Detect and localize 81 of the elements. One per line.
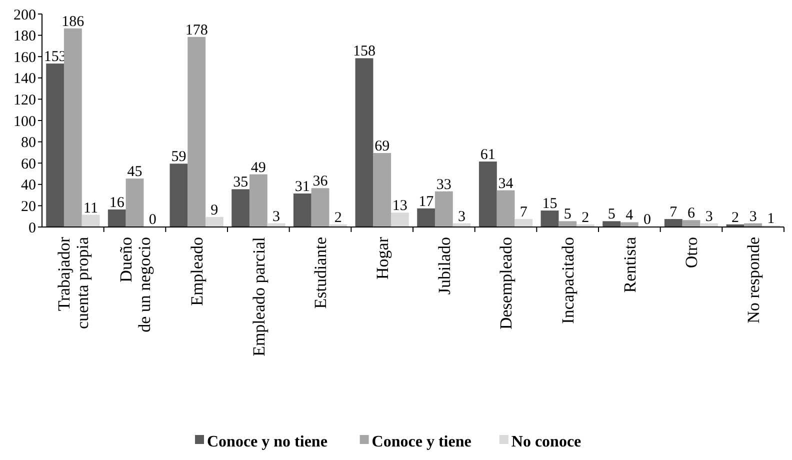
y-tick-label: 120 bbox=[14, 92, 36, 108]
data-label: 5 bbox=[564, 206, 572, 223]
data-label: 158 bbox=[352, 44, 376, 60]
bar bbox=[540, 210, 559, 228]
data-label: 2 bbox=[731, 210, 739, 226]
bar bbox=[664, 219, 682, 228]
bar bbox=[188, 36, 206, 228]
bar bbox=[46, 64, 64, 228]
y-tick-label: 20 bbox=[21, 198, 36, 215]
y-tick-label: 140 bbox=[14, 71, 36, 88]
legend-label: Conoce y no tiene bbox=[207, 434, 328, 451]
x-tick-label: Estudiante bbox=[311, 237, 330, 309]
y-tick-label: 80 bbox=[21, 135, 36, 152]
bar bbox=[434, 191, 453, 228]
bar bbox=[205, 216, 224, 228]
x-tick-label: Empleado bbox=[188, 237, 207, 306]
x-tick-label: Trabajador cuenta propia bbox=[54, 236, 92, 330]
data-label: 15 bbox=[542, 196, 558, 212]
bar bbox=[64, 28, 82, 228]
data-label: 11 bbox=[84, 200, 98, 216]
bar bbox=[249, 174, 268, 228]
x-tick-label: Desempleado bbox=[496, 237, 516, 330]
data-label: 49 bbox=[250, 160, 266, 176]
data-label: 0 bbox=[644, 212, 652, 228]
data-label: 2 bbox=[582, 210, 590, 226]
x-tick-label: Otro bbox=[682, 237, 702, 268]
y-tick-label: 200 bbox=[14, 7, 36, 24]
y-tick-label: 180 bbox=[14, 28, 36, 45]
data-label: 6 bbox=[688, 206, 696, 222]
x-tick-label: Rentista bbox=[620, 236, 640, 293]
data-label: 16 bbox=[109, 194, 125, 211]
data-label: 17 bbox=[418, 194, 434, 210]
data-label: 4 bbox=[626, 208, 634, 224]
y-tick-label: 60 bbox=[21, 156, 36, 172]
x-tick-label: Jubilado bbox=[434, 237, 454, 295]
bar bbox=[417, 208, 436, 228]
legend-label: Conoce y tiene bbox=[372, 434, 472, 451]
bar bbox=[390, 212, 409, 228]
legend-label: No conoce bbox=[511, 434, 582, 451]
data-label: 7 bbox=[670, 204, 678, 221]
x-tick-label: Incapacitado bbox=[558, 237, 578, 324]
data-label: 33 bbox=[436, 176, 452, 193]
y-tick-label: 160 bbox=[14, 50, 36, 66]
data-label: 3 bbox=[272, 208, 280, 225]
bar bbox=[355, 58, 374, 228]
data-label: 13 bbox=[392, 198, 408, 214]
data-label: 3 bbox=[458, 208, 466, 225]
bar bbox=[293, 193, 312, 228]
data-label: 61 bbox=[480, 147, 496, 164]
y-tick-label: 100 bbox=[14, 114, 36, 130]
data-label: 178 bbox=[185, 22, 208, 38]
data-label: 7 bbox=[520, 204, 528, 221]
y-tick-label: 0 bbox=[28, 220, 36, 236]
bar bbox=[478, 162, 497, 228]
data-label: 34 bbox=[498, 176, 514, 192]
data-label: 36 bbox=[312, 174, 328, 190]
y-tick-label: 40 bbox=[21, 178, 36, 194]
bar bbox=[126, 178, 144, 228]
data-label: 3 bbox=[749, 208, 757, 225]
data-label: 31 bbox=[294, 178, 310, 195]
data-label: 69 bbox=[374, 138, 390, 155]
data-label: 35 bbox=[233, 174, 248, 191]
bar bbox=[170, 164, 188, 228]
data-label: 5 bbox=[608, 206, 616, 223]
x-tick-label: No responde bbox=[744, 237, 764, 324]
data-label: 3 bbox=[705, 208, 713, 225]
bar bbox=[108, 209, 126, 228]
bar bbox=[232, 189, 250, 228]
data-label: 59 bbox=[171, 149, 186, 166]
x-tick-label: Hogar bbox=[373, 236, 392, 280]
bar bbox=[373, 153, 392, 228]
data-label: 9 bbox=[210, 202, 218, 218]
data-label: 1 bbox=[767, 210, 775, 227]
bar bbox=[514, 219, 533, 228]
data-label: 2 bbox=[334, 210, 342, 226]
bar bbox=[311, 188, 330, 228]
x-tick-label: Empleado parcial bbox=[249, 236, 268, 356]
data-label: 0 bbox=[148, 212, 156, 228]
data-label: 186 bbox=[62, 14, 85, 30]
data-label: 45 bbox=[127, 164, 142, 180]
bar bbox=[496, 190, 515, 228]
